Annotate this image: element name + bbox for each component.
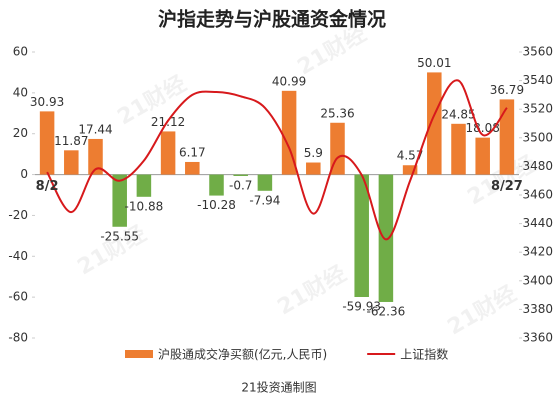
y2-tick-label: 3500 xyxy=(522,130,553,144)
bar xyxy=(499,99,515,175)
bar xyxy=(475,137,490,175)
value-label: 24.85 xyxy=(441,107,475,121)
value-label: 17.44 xyxy=(78,122,112,136)
bar xyxy=(136,174,152,197)
bar xyxy=(185,161,200,175)
y2-tick-label: 3360 xyxy=(522,331,553,345)
chart-title: 沪指走势与沪股通资金情况 xyxy=(158,8,386,31)
bar xyxy=(88,138,103,175)
y-tick-label: -60 xyxy=(8,290,28,304)
value-label: -10.28 xyxy=(197,198,236,212)
legend-label: 沪股通成交净买额(亿元,人民币) xyxy=(158,347,327,362)
y2-tick-label: 3400 xyxy=(522,273,553,287)
y2-tick-label: 3420 xyxy=(522,245,553,259)
watermark: 21财经 xyxy=(273,261,351,321)
bar xyxy=(354,174,369,297)
value-label: -0.7 xyxy=(229,179,252,193)
bar xyxy=(257,174,273,191)
bar xyxy=(451,123,466,175)
bar xyxy=(378,174,394,302)
bar xyxy=(402,165,418,175)
y2-tick-label: 3460 xyxy=(522,188,553,202)
legend-swatch xyxy=(125,350,153,358)
value-label: -25.55 xyxy=(100,229,139,243)
y2-tick-label: 3380 xyxy=(522,302,553,316)
x-tick-label: 8/27 xyxy=(491,179,523,194)
y2-tick-label: 3520 xyxy=(522,102,553,116)
line xyxy=(46,79,508,241)
value-label: 5.9 xyxy=(304,146,323,160)
value-label: 36.79 xyxy=(490,83,524,97)
watermark: 21财经 xyxy=(443,281,521,341)
y2-tick-label: 3540 xyxy=(522,73,553,87)
value-label: -62.36 xyxy=(367,304,406,318)
bar xyxy=(427,72,442,175)
x-tick-label: 8/2 xyxy=(36,179,59,194)
bar xyxy=(112,174,127,227)
value-label: 30.93 xyxy=(30,95,64,109)
y-tick-label: -20 xyxy=(8,208,28,222)
bar xyxy=(306,162,321,175)
bar xyxy=(209,174,224,196)
bar xyxy=(64,150,79,175)
y2-tick-label: 3480 xyxy=(522,159,553,173)
y2-tick-label: 3560 xyxy=(522,45,553,59)
value-label: 11.87 xyxy=(54,134,88,148)
value-label: 50.01 xyxy=(417,56,451,70)
y-tick-label: -40 xyxy=(8,249,28,263)
y-tick-label: 40 xyxy=(13,85,28,99)
value-label: 25.36 xyxy=(320,106,354,120)
value-label: 40.99 xyxy=(272,74,306,88)
y-tick-label: 60 xyxy=(13,45,28,59)
y2-tick-label: 3440 xyxy=(522,216,553,230)
footer: 21投资通制图 xyxy=(241,380,316,395)
value-label: -7.94 xyxy=(249,193,280,207)
y-tick-label: -80 xyxy=(8,331,28,345)
legend-label: 上证指数 xyxy=(400,347,448,362)
value-label: 6.17 xyxy=(179,145,206,159)
bar xyxy=(39,111,55,175)
bar xyxy=(281,90,297,175)
value-label: -10.88 xyxy=(125,199,164,213)
bar xyxy=(160,131,176,175)
y-tick-label: 0 xyxy=(20,167,28,181)
value-label: -59.93 xyxy=(342,299,381,313)
y-tick-label: 20 xyxy=(13,126,28,140)
bar xyxy=(233,174,248,177)
